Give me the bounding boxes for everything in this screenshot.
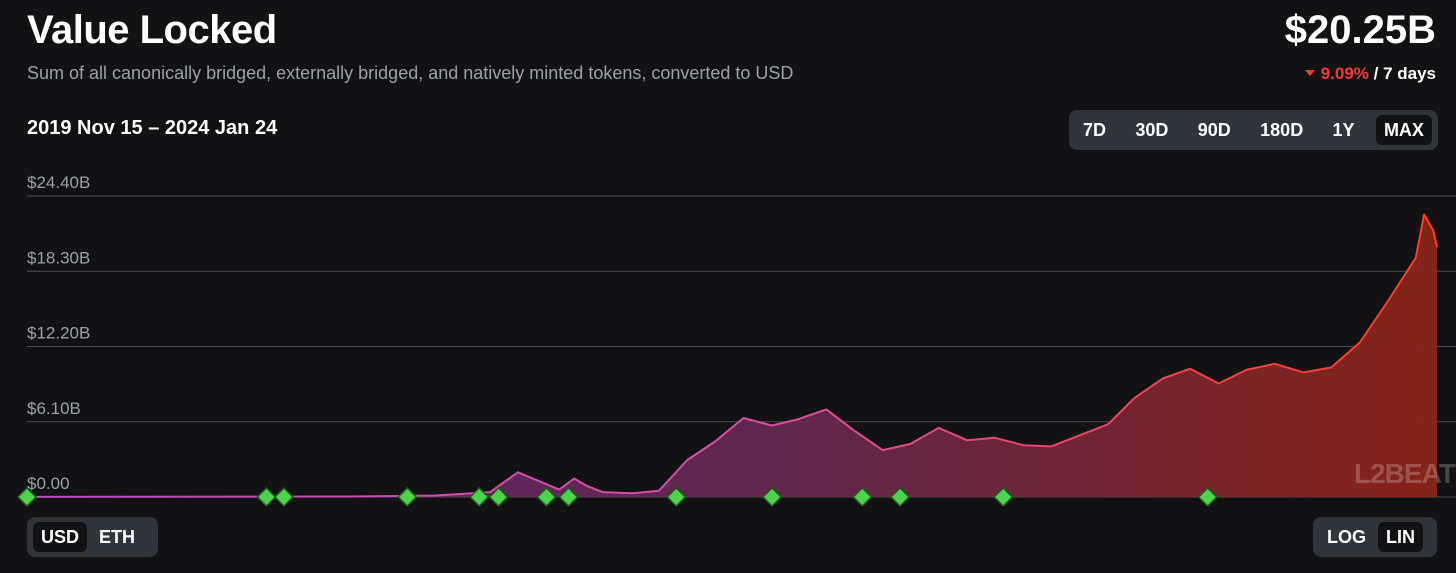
range-90d-button[interactable]: 90D <box>1197 120 1231 140</box>
time-range-selector: 7D 30D 90D 180D 1Y MAX <box>1069 110 1438 150</box>
range-7d-button[interactable]: 7D <box>1083 120 1107 140</box>
milestone-marker[interactable] <box>666 486 687 508</box>
page-title: Value Locked <box>27 8 277 52</box>
unit-usd-button[interactable]: USD <box>33 522 88 552</box>
milestone-marker[interactable] <box>852 486 873 508</box>
milestone-marker[interactable] <box>488 486 509 508</box>
unit-selector: USD ETH <box>27 517 158 557</box>
scale-selector: LOG LIN <box>1313 517 1437 557</box>
milestone-marker[interactable] <box>469 486 490 508</box>
change-period: / 7 days <box>1373 64 1436 83</box>
tvl-chart: $24.40B $18.30B $12.20B $6.10B $0.00 <box>16 173 1456 508</box>
l2beat-logo: L2BEAT <box>1354 458 1456 489</box>
y-tick-label: $0.00 <box>27 474 70 493</box>
milestone-marker[interactable] <box>558 486 579 508</box>
caret-down-icon <box>1304 69 1315 76</box>
milestone-marker[interactable] <box>1197 486 1218 508</box>
y-tick-label: $6.10B <box>27 399 81 418</box>
range-max-button[interactable]: MAX <box>1375 115 1432 145</box>
y-tick-label: $12.20B <box>27 324 90 343</box>
date-range: 2019 Nov 15 – 2024 Jan 24 <box>27 117 278 139</box>
y-tick-label: $24.40B <box>27 173 90 192</box>
milestone-marker[interactable] <box>273 486 295 508</box>
change-percent: 9.09% <box>1320 64 1369 83</box>
y-tick-label: $18.30B <box>27 248 90 267</box>
milestone-marker[interactable] <box>536 486 557 508</box>
milestone-marker[interactable] <box>762 486 783 508</box>
range-30d-button[interactable]: 30D <box>1135 120 1169 140</box>
range-180d-button[interactable]: 180D <box>1260 120 1304 140</box>
milestone-marker[interactable] <box>16 486 38 508</box>
range-1y-button[interactable]: 1Y <box>1332 120 1355 140</box>
scale-log-button[interactable]: LOG <box>1327 527 1366 547</box>
series-area <box>27 214 1437 497</box>
unit-eth-button[interactable]: ETH <box>99 527 136 547</box>
total-value: $20.25B <box>1284 8 1436 52</box>
milestone-marker[interactable] <box>256 486 277 508</box>
milestone-marker[interactable] <box>890 486 911 508</box>
series-line <box>26 213 1438 498</box>
scale-lin-button[interactable]: LIN <box>1378 522 1423 552</box>
milestone-marker[interactable] <box>993 486 1014 508</box>
page-subtitle: Sum of all canonically bridged, external… <box>27 63 794 83</box>
milestone-marker[interactable] <box>397 486 418 508</box>
weekly-change: 9.09% / 7 days <box>1304 64 1436 84</box>
